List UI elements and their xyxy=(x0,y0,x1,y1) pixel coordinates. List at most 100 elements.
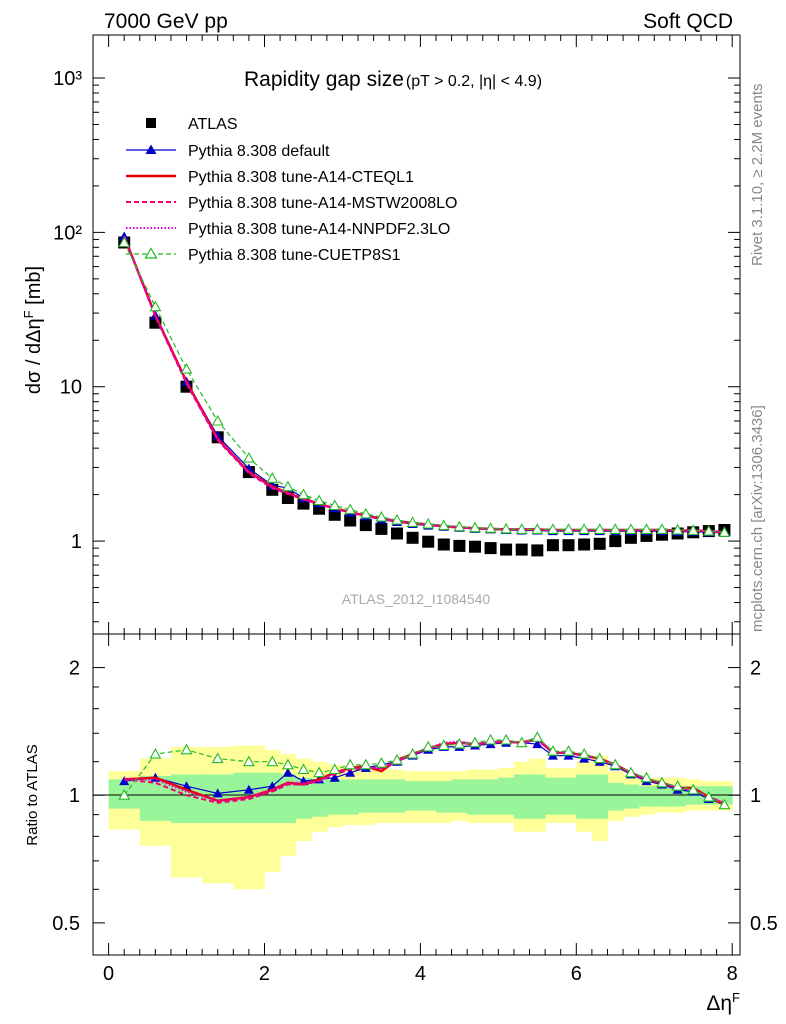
ratio-point-cuetp xyxy=(578,747,591,759)
legend: ATLAS Pythia 8.308 default Pythia 8.308 … xyxy=(126,116,457,264)
ratio-band-inner xyxy=(342,779,359,815)
ratio-point-default xyxy=(329,772,340,782)
main-line-cuetp xyxy=(123,242,725,533)
atlas-data-point xyxy=(469,540,481,553)
ratio-point-cuetp xyxy=(702,790,715,802)
ratio-point-cuetp xyxy=(531,731,544,742)
ratio-band-inner xyxy=(311,779,328,817)
rivet-label: Rivet 3.1.10, ≥ 2.2M events xyxy=(749,84,766,267)
main-point-cuetp xyxy=(211,414,224,426)
ratio-point-default xyxy=(282,767,293,777)
main-line-cteql1 xyxy=(123,236,725,534)
main-point-cuetp xyxy=(149,300,162,312)
ratio-band-inner xyxy=(389,779,406,813)
ratio-point-cuetp xyxy=(687,783,700,795)
atlas-data-point xyxy=(500,543,513,556)
header-right: Soft QCD xyxy=(643,10,733,33)
main-point-cuetp xyxy=(718,526,731,537)
ratio-point-cuetp xyxy=(328,763,341,775)
legend-entry-atlas: ATLAS xyxy=(146,116,238,133)
ratio-point-cuetp xyxy=(266,755,279,767)
atlas-data-point xyxy=(406,531,419,544)
ratio-band-inner xyxy=(545,777,562,815)
x-tick-label: 8 xyxy=(727,963,738,985)
ratio-point-cuetp xyxy=(422,740,435,752)
ratio-y-axis-label: Ratio to ATLAS xyxy=(24,744,41,845)
legend-entry-cuetp: Pythia 8.308 tune-CUETP8S1 xyxy=(126,247,401,264)
ratio-point-cuetp xyxy=(313,766,326,778)
atlas-data-point xyxy=(578,538,591,551)
ratio-point-cuetp xyxy=(640,771,653,783)
main-point-cuetp xyxy=(313,494,326,506)
x-tick-labels: 0 2 4 6 8 xyxy=(103,963,738,985)
x-tick-label: 4 xyxy=(415,963,426,985)
ratio-band-inner xyxy=(295,777,312,819)
ratio-band-inner xyxy=(638,786,655,807)
ratio-point-cuetp xyxy=(118,789,131,800)
x-tick-label: 6 xyxy=(571,963,582,985)
main-point-cuetp xyxy=(118,236,131,248)
main-point-cuetp xyxy=(593,523,606,534)
ratio-band-inner xyxy=(264,772,281,823)
main-y-tick-label: 1 xyxy=(71,531,82,553)
legend-marker-cuetp xyxy=(144,247,158,259)
ratio-band-inner xyxy=(467,779,484,815)
ratio-axis-ticks xyxy=(93,634,740,955)
main-point-cuetp xyxy=(687,524,700,536)
main-point-cuetp xyxy=(546,523,559,534)
ratio-point-cuetp xyxy=(656,776,668,788)
ratio-band-inner xyxy=(591,774,608,819)
title-main: Rapidity gap size xyxy=(244,68,404,91)
main-point-cuetp xyxy=(484,522,497,533)
ratio-band-inner xyxy=(513,774,530,819)
ratio-band-inner xyxy=(436,781,453,813)
ratio-band-inner xyxy=(482,779,499,815)
ratio-point-cuetp xyxy=(211,752,224,764)
ratio-panel: 2 2 1 1 0.5 0.5 Ratio to ATLAS xyxy=(24,633,778,956)
main-point-cuetp xyxy=(624,523,637,534)
main-point-cuetp xyxy=(702,524,715,536)
main-point-cuetp xyxy=(297,488,310,500)
ratio-line-nnpdf xyxy=(124,739,725,804)
ratio-point-cuetp xyxy=(624,766,637,778)
ratio-point-cuetp xyxy=(375,757,388,768)
ratio-uncertainty-bands xyxy=(108,745,733,890)
main-point-cuetp xyxy=(640,523,653,534)
main-ylabel-text: dσ / dΔη xyxy=(23,318,45,394)
legend-label-cteql1: Pythia 8.308 tune-A14-CTEQL1 xyxy=(188,169,414,186)
atlas-data-point xyxy=(515,543,528,556)
x-tick-label: 2 xyxy=(259,963,270,985)
main-point-cuetp xyxy=(531,523,544,534)
analysis-id: ATLAS_2012_I1084540 xyxy=(342,591,491,607)
main-y-tick-label: 10³ xyxy=(53,68,82,90)
ratio-band-inner xyxy=(560,777,577,815)
ratio-y-tick-label-right: 0.5 xyxy=(750,913,778,935)
main-point-cuetp xyxy=(562,523,575,534)
ratio-point-cuetp xyxy=(546,745,559,756)
ratio-frame xyxy=(92,633,741,956)
main-series-group xyxy=(118,231,731,557)
main-point-cuetp xyxy=(281,480,294,492)
ratio-point-cuetp xyxy=(609,758,622,770)
ratio-point-cuetp xyxy=(671,780,684,791)
x-axis-label-sup: F xyxy=(732,990,740,1005)
atlas-data-point xyxy=(422,535,435,548)
main-point-cuetp xyxy=(422,517,435,529)
main-y-tick-label: 10² xyxy=(53,222,82,244)
main-y-axis-label: dσ / dΔηF [mb] xyxy=(21,266,45,394)
main-point-cuetp xyxy=(453,520,466,532)
ratio-point-cuetp xyxy=(562,745,575,756)
header-left: 7000 GeV pp xyxy=(104,10,228,33)
legend-entry-default: Pythia 8.308 default xyxy=(126,143,330,160)
ratio-point-cuetp xyxy=(718,798,731,810)
atlas-data-point xyxy=(562,539,575,552)
legend-label-nnpdf: Pythia 8.308 tune-A14-NNPDF2.3LO xyxy=(188,221,450,238)
main-point-cuetp xyxy=(344,503,357,515)
ratio-band-inner xyxy=(373,779,390,813)
main-point-cuetp xyxy=(515,523,528,534)
main-point-cuetp xyxy=(500,522,513,534)
ratio-point-cuetp xyxy=(500,733,513,745)
legend-label-atlas: ATLAS xyxy=(188,116,238,133)
legend-marker-default xyxy=(145,144,157,154)
